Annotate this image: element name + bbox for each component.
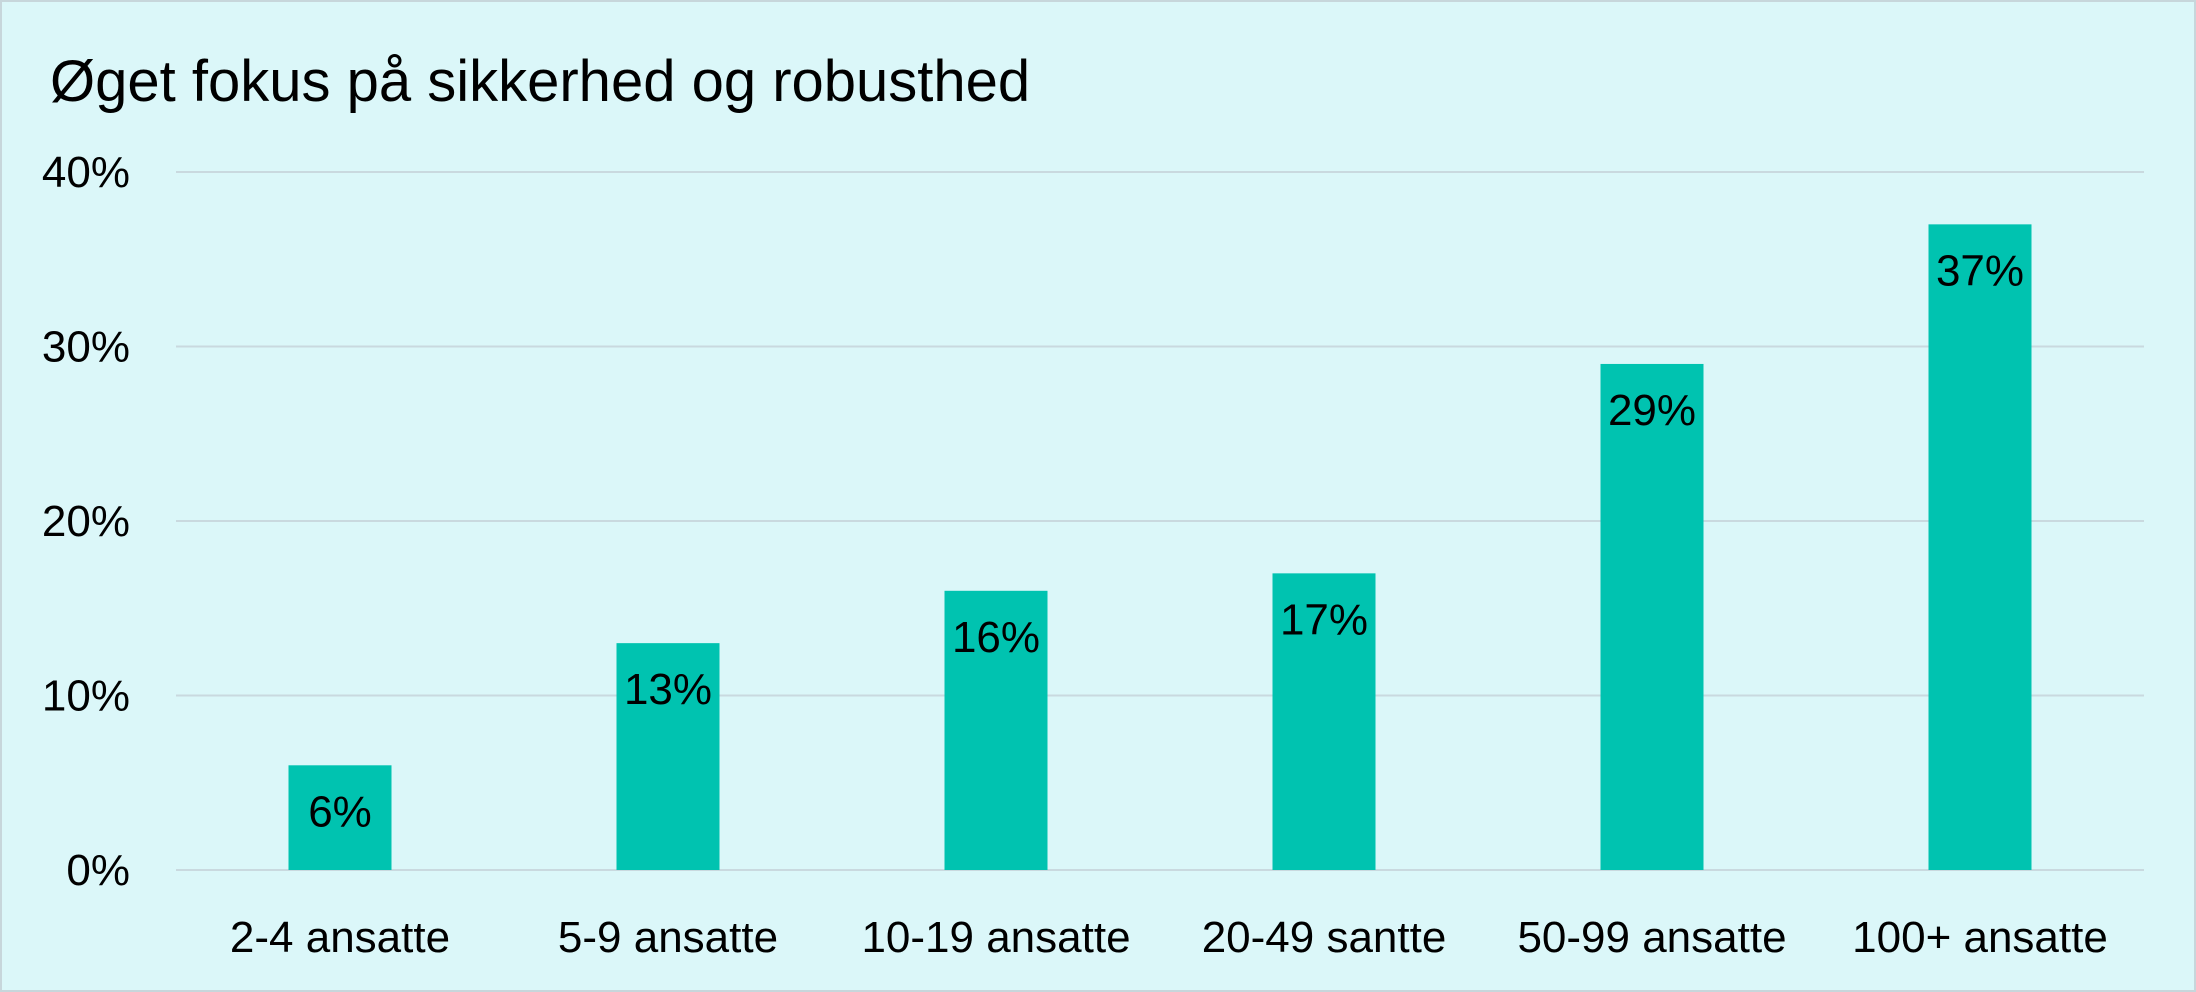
bar [1600,363,1704,870]
chart-title: Øget fokus på sikkerhed og robusthed [50,49,1031,114]
y-tick-label: 30% [42,323,130,372]
x-tick-label: 50-99 ansatte [1517,913,1786,962]
x-tick-label: 100+ ansatte [1852,913,2108,962]
data-label: 16% [952,613,1040,662]
bar [288,765,392,870]
x-tick-label: 20-49 santte [1202,913,1447,962]
data-label: 29% [1608,386,1696,435]
data-label: 17% [1280,595,1368,644]
bar [1272,573,1376,870]
y-tick-label: 10% [42,672,130,721]
x-tick-label: 5-9 ansatte [558,913,778,962]
y-tick-label: 40% [42,148,130,197]
x-tick-label: 2-4 ansatte [230,913,450,962]
bar [616,643,720,870]
x-tick-label: 10-19 ansatte [861,913,1130,962]
bar [1928,224,2032,871]
y-tick-label: 20% [42,497,130,546]
data-label: 37% [1936,246,2024,295]
data-label: 6% [308,787,372,836]
bar [944,590,1048,870]
data-label: 13% [624,665,712,714]
y-tick-label: 0% [66,846,130,895]
